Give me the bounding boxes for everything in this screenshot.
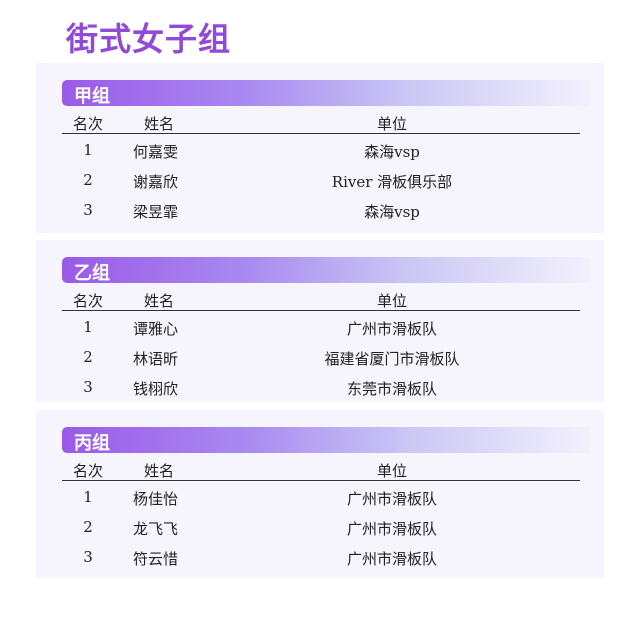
rank: 2 <box>83 171 93 189</box>
group-header-bar: 甲组 <box>62 80 590 107</box>
table-header: 名次 姓名 单位 <box>62 460 580 481</box>
athlete-name: 林语昕 <box>133 350 179 368</box>
unit: 广州市滑板队 <box>346 550 437 568</box>
unit: 广州市滑板队 <box>346 490 437 508</box>
rank: 1 <box>83 318 93 336</box>
unit: 东莞市滑板队 <box>346 380 437 398</box>
athlete-name: 梁昱霏 <box>133 203 179 221</box>
group-name: 乙组 <box>74 263 110 284</box>
table-row: 1 杨佳怡 广州市滑板队 <box>62 488 580 518</box>
table-row: 1 何嘉雯 森海vsp <box>62 141 580 171</box>
column-header-unit: 单位 <box>376 462 407 480</box>
rank: 3 <box>83 548 93 566</box>
column-header-rank: 名次 <box>72 462 103 480</box>
group-panel: 丙组 名次 姓名 单位 1 杨佳怡 广州市滑板队 2 龙飞飞 广州市滑板队 3 … <box>36 410 604 578</box>
table-row: 2 龙飞飞 广州市滑板队 <box>62 518 580 548</box>
athlete-name: 杨佳怡 <box>133 490 179 508</box>
unit: 福建省厦门市滑板队 <box>324 350 460 368</box>
table-row: 3 钱栩欣 东莞市滑板队 <box>62 378 580 408</box>
table-row: 1 谭雅心 广州市滑板队 <box>62 318 580 348</box>
table-header: 名次 姓名 单位 <box>62 290 580 311</box>
athlete-name: 谢嘉欣 <box>133 173 179 191</box>
group-header-bar: 丙组 <box>62 427 590 454</box>
table-header: 名次 姓名 单位 <box>62 113 580 134</box>
rank: 2 <box>83 348 93 366</box>
unit: 广州市滑板队 <box>346 320 437 338</box>
athlete-name: 符云惜 <box>133 550 179 568</box>
column-header-rank: 名次 <box>72 292 103 310</box>
group-header-bar: 乙组 <box>62 257 590 284</box>
rank: 1 <box>83 141 93 159</box>
rank: 3 <box>83 378 93 396</box>
page-title: 街式女子组 <box>66 20 232 58</box>
table-row: 2 谢嘉欣 River 滑板俱乐部 <box>62 171 580 201</box>
athlete-name: 钱栩欣 <box>133 380 179 398</box>
column-header-name: 姓名 <box>144 115 175 133</box>
unit: 森海vsp <box>364 203 420 221</box>
column-header-name: 姓名 <box>144 462 175 480</box>
athlete-name: 谭雅心 <box>133 320 179 338</box>
unit: River 滑板俱乐部 <box>331 173 453 191</box>
athlete-name: 何嘉雯 <box>133 143 179 161</box>
table-row: 3 符云惜 广州市滑板队 <box>62 548 580 578</box>
column-header-unit: 单位 <box>376 292 407 310</box>
rank: 2 <box>83 518 93 536</box>
group-panel: 乙组 名次 姓名 单位 1 谭雅心 广州市滑板队 2 林语昕 福建省厦门市滑板队… <box>36 240 604 402</box>
unit: 广州市滑板队 <box>346 520 437 538</box>
column-header-unit: 单位 <box>376 115 407 133</box>
table-row: 2 林语昕 福建省厦门市滑板队 <box>62 348 580 378</box>
rank: 3 <box>83 201 93 219</box>
group-panel: 甲组 名次 姓名 单位 1 何嘉雯 森海vsp 2 谢嘉欣 River 滑板俱乐… <box>36 63 604 233</box>
column-header-name: 姓名 <box>144 292 175 310</box>
table-row: 3 梁昱霏 森海vsp <box>62 201 580 231</box>
column-header-rank: 名次 <box>72 115 103 133</box>
group-name: 甲组 <box>74 86 110 107</box>
athlete-name: 龙飞飞 <box>133 520 179 538</box>
unit: 森海vsp <box>364 143 420 161</box>
rank: 1 <box>83 488 93 506</box>
group-name: 丙组 <box>74 433 110 454</box>
